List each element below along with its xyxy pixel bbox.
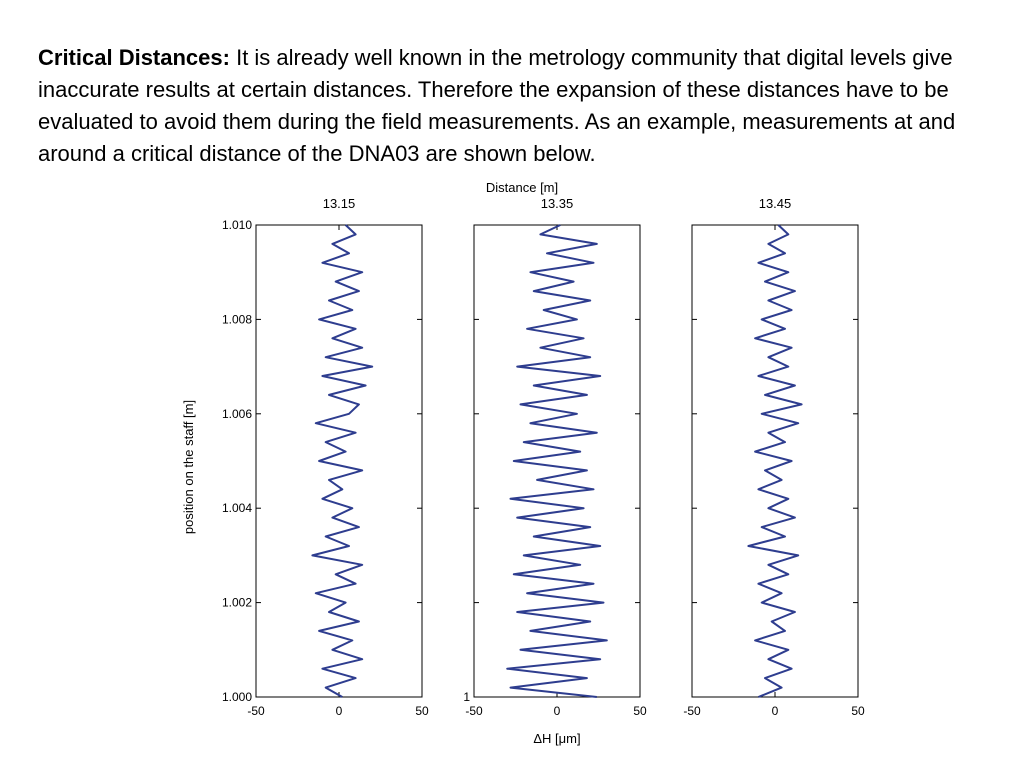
y-tick-label: 1.004 [222,501,252,515]
x-tick-label: 50 [415,704,429,718]
series-line [311,224,374,698]
x-axis-label: ΔH [μm] [533,731,580,746]
x-tick-label: -50 [465,704,483,718]
panel-3: 13.45 -50 0 50 [683,196,865,718]
x-tick-label: -50 [247,704,265,718]
x-tick-label: -50 [683,704,701,718]
x-tick-label: 0 [336,704,343,718]
y-tick-label: 1.000 [222,690,252,704]
paragraph-body: It is already well known in the metrolog… [38,45,956,166]
panel-title: 13.15 [323,196,356,211]
y-tick-label: 1 [463,690,470,704]
chart-title: Distance [m] [486,180,558,195]
series-line [747,224,803,698]
chart-panels: 13.15 1.000 1.002 1.004 1.006 1.008 1.010 -50 0 5… [222,196,865,718]
panel-title: 13.35 [541,196,574,211]
x-tick-label: 50 [633,704,647,718]
y-tick-label: 1.010 [222,218,252,232]
y-tick-label: 1.002 [222,596,252,610]
description-paragraph: Critical Distances: It is already well k… [38,42,998,170]
panel-2: 13.35 1-50 0 50 [463,196,647,718]
x-tick-label: 50 [851,704,865,718]
x-tick-label: 0 [772,704,779,718]
y-axis-label: position on the staff [m] [181,400,196,534]
panel-title: 13.45 [759,196,792,211]
series-line [506,224,608,698]
x-tick-label: 0 [554,704,561,718]
paragraph-heading: Critical Distances: [38,45,230,70]
y-tick-label: 1.006 [222,407,252,421]
panel-frame [691,224,859,698]
y-tick-label: 1.008 [222,312,252,326]
panel-1: 13.15 1.000 1.002 1.004 1.006 1.008 1.010 -50 0 5… [222,196,429,718]
